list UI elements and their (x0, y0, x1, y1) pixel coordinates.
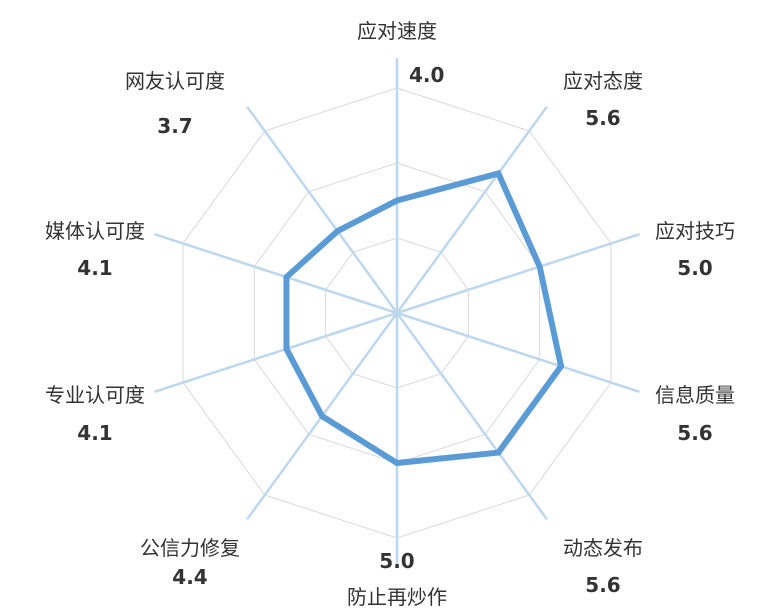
axis-line-2 (396, 233, 640, 315)
value-label-4: 5.6 (585, 573, 620, 597)
axis-line-1 (395, 105, 548, 314)
category-label-5: 防止再炒作 (347, 585, 447, 609)
axis-line-9 (246, 105, 399, 314)
value-label-7: 4.1 (77, 421, 112, 445)
value-label-5: 5.0 (379, 549, 414, 573)
axis-line-4 (395, 312, 548, 521)
category-label-4: 动态发布 (563, 536, 643, 560)
value-label-0: 4.0 (409, 63, 444, 87)
category-label-6: 公信力修复 (140, 536, 240, 560)
category-label-0: 应对速度 (357, 19, 437, 43)
category-label-7: 专业认可度 (45, 383, 145, 407)
value-label-8: 4.1 (77, 256, 112, 280)
axis-line-7 (154, 311, 398, 393)
category-label-2: 应对技巧 (655, 219, 735, 243)
value-label-2: 5.0 (677, 256, 712, 280)
category-label-9: 网友认可度 (125, 69, 225, 93)
category-label-3: 信息质量 (655, 383, 735, 407)
value-label-1: 5.6 (585, 106, 620, 130)
value-label-9: 3.7 (157, 114, 192, 138)
axis-line-8 (154, 233, 398, 315)
category-label-8: 媒体认可度 (45, 219, 145, 243)
category-label-1: 应对态度 (563, 69, 643, 93)
axis-line-3 (396, 311, 640, 393)
value-label-6: 4.4 (172, 565, 207, 589)
value-label-3: 5.6 (677, 421, 712, 445)
